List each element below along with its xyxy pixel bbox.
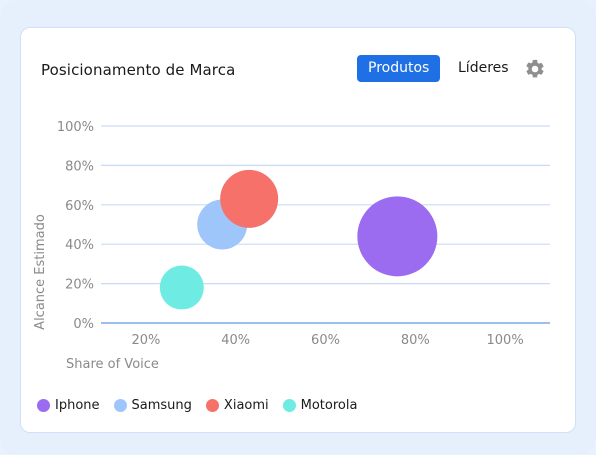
tab-lideres[interactable]: Líderes xyxy=(458,60,509,76)
y-tick-label: 40% xyxy=(65,238,94,253)
bubble-motorola xyxy=(159,265,204,310)
legend-label-samsung: Samsung xyxy=(131,398,192,413)
bubble-xiaomi xyxy=(220,169,279,228)
legend-dot-motorola xyxy=(282,399,296,412)
y-axis-title: Alcance Estimado xyxy=(33,214,48,330)
legend-label-iphone: Iphone xyxy=(55,398,100,413)
legend-item-xiaomi[interactable]: Xiaomi xyxy=(205,398,269,413)
gear-icon[interactable] xyxy=(524,58,546,80)
y-tick-label: 80% xyxy=(65,159,94,174)
legend-item-samsung[interactable]: Samsung xyxy=(113,398,192,413)
legend-dot-iphone xyxy=(37,399,50,412)
x-tick-label: 60% xyxy=(311,333,340,348)
x-axis-title: Share of Voice xyxy=(66,357,159,372)
x-tick-label: 40% xyxy=(221,333,250,348)
x-tick-label: 100% xyxy=(487,333,524,348)
y-tick-label: 100% xyxy=(57,120,94,135)
bubble-iphone xyxy=(357,196,438,277)
y-tick-label: 60% xyxy=(65,199,94,214)
y-tick-label: 20% xyxy=(65,278,94,293)
chart-card: Posicionamento de Marca Produtos Líderes… xyxy=(20,27,576,433)
chart-legend: Iphone Samsung Xiaomi Motorola xyxy=(37,398,371,413)
tab-produtos[interactable]: Produtos xyxy=(357,55,441,82)
legend-dot-samsung xyxy=(113,399,127,412)
legend-dot-xiaomi xyxy=(205,399,219,412)
legend-label-motorola: Motorola xyxy=(300,398,358,413)
x-tick-label: 80% xyxy=(401,333,430,348)
legend-item-motorola[interactable]: Motorola xyxy=(282,398,358,413)
x-tick-label: 20% xyxy=(131,333,160,348)
legend-label-xiaomi: Xiaomi xyxy=(223,398,269,413)
y-tick-label: 0% xyxy=(73,317,94,332)
chart-title: Posicionamento de Marca xyxy=(41,61,236,79)
legend-item-iphone[interactable]: Iphone xyxy=(37,398,100,413)
